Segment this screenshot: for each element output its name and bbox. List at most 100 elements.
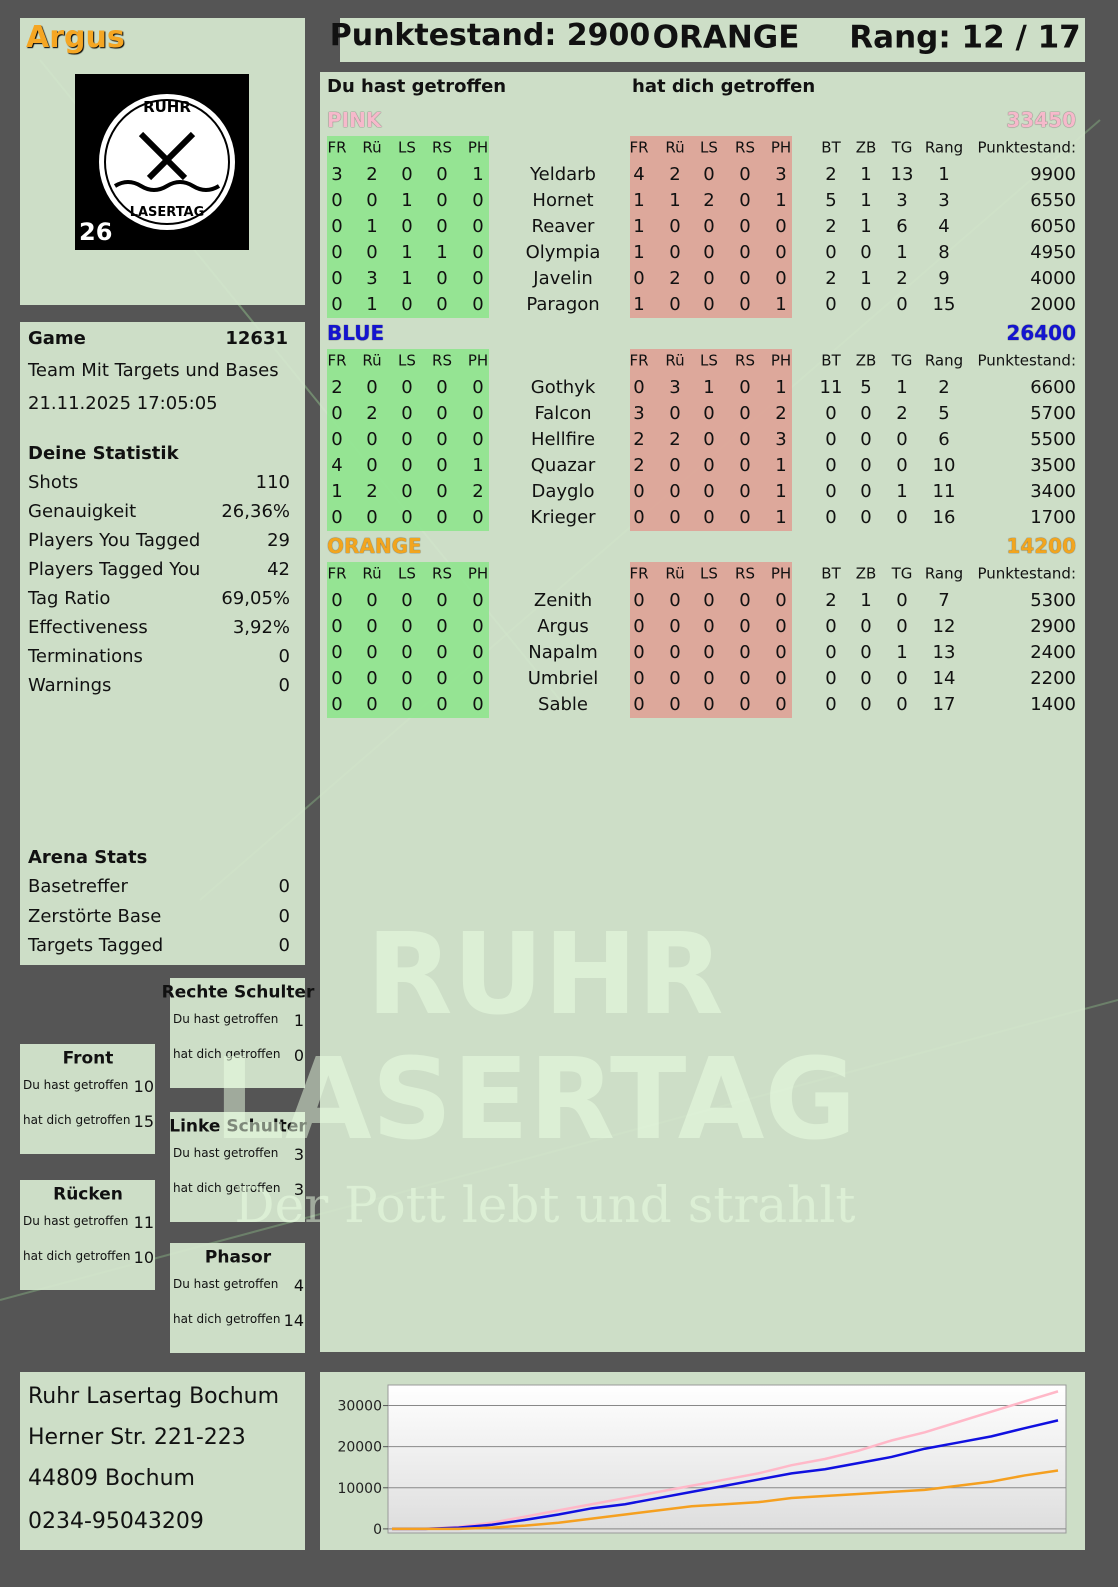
- cell: 0: [401, 616, 413, 637]
- cell: 4: [331, 455, 343, 476]
- hit-given-bg: [327, 562, 489, 718]
- cell: 1: [401, 268, 413, 289]
- cell: 2: [825, 216, 837, 237]
- hit-zone-panel: [20, 1044, 155, 1154]
- cell: 1: [860, 216, 872, 237]
- y-tick-label: 20000: [337, 1440, 382, 1456]
- cell: 2000: [1030, 294, 1076, 315]
- cell: 0: [366, 616, 378, 637]
- cell: 0: [436, 216, 448, 237]
- column-header: PH: [467, 138, 489, 157]
- stat-label: Players You Tagged: [28, 530, 201, 551]
- column-header: Rang: [924, 138, 964, 157]
- cell: 0: [366, 590, 378, 611]
- cell: 0: [703, 616, 715, 637]
- cell: 0: [739, 164, 751, 185]
- cell: 3: [938, 190, 950, 211]
- cell: 7: [938, 590, 950, 611]
- cell: 0: [825, 616, 837, 637]
- player-name: Paragon: [526, 294, 600, 315]
- hit-given-bg: [327, 349, 489, 531]
- zone-title: Front: [62, 1048, 114, 1069]
- cell: 0: [775, 694, 787, 715]
- zone-value: 14: [283, 1311, 304, 1330]
- column-header: RS: [432, 351, 452, 370]
- cell: 0: [633, 616, 645, 637]
- cell: 0: [739, 590, 751, 611]
- cell: 1: [775, 507, 787, 528]
- cell: 2: [472, 481, 484, 502]
- column-header: ZB: [855, 564, 877, 583]
- zone-value: 3: [293, 1180, 304, 1199]
- cell: 0: [739, 268, 751, 289]
- cell: 0: [739, 642, 751, 663]
- line: [392, 1469, 1059, 1531]
- zone-value: 0: [293, 1046, 304, 1065]
- cell: 0: [669, 668, 681, 689]
- stat-label: Tag Ratio: [28, 588, 111, 609]
- cell: 0: [775, 268, 787, 289]
- cell: 2: [366, 481, 378, 502]
- cell: 16: [932, 507, 956, 528]
- cell: 6550: [1030, 190, 1076, 211]
- cell: 0: [366, 377, 378, 398]
- stat-value: 29: [267, 530, 290, 551]
- hit-zone-panel: [170, 1112, 305, 1222]
- cell: 0: [825, 294, 837, 315]
- cell: 0: [401, 429, 413, 450]
- zone-value: 15: [133, 1112, 154, 1131]
- zone-label: hat dich getroffen: [23, 1249, 131, 1263]
- cell: 0: [860, 242, 872, 263]
- player-name: Napalm: [528, 642, 598, 663]
- cell: 2: [366, 403, 378, 424]
- player-name: Hornet: [532, 190, 594, 211]
- stat-label: Basetreffer: [28, 876, 128, 897]
- stat-label: Shots: [28, 472, 79, 493]
- cell: 1: [366, 294, 378, 315]
- cell: 0: [669, 455, 681, 476]
- cell: 0: [436, 616, 448, 637]
- cell: 0: [825, 668, 837, 689]
- hit-given-bg: [327, 136, 489, 318]
- cell: 9: [938, 268, 950, 289]
- hit-zone-panel: [170, 1243, 305, 1353]
- zone-title: Phasor: [204, 1247, 272, 1268]
- cell: 0: [331, 294, 343, 315]
- cell: 2: [825, 268, 837, 289]
- cell: 1: [436, 242, 448, 263]
- stat-label: Terminations: [28, 646, 143, 667]
- cell: 3: [775, 164, 787, 185]
- cell: 2900: [1030, 616, 1076, 637]
- player-name: Zenith: [533, 590, 593, 611]
- cell: 0: [436, 455, 448, 476]
- cell: 0: [669, 694, 681, 715]
- column-header: PH: [770, 351, 792, 370]
- player-name: Falcon: [534, 403, 592, 424]
- team-score: 14200: [1006, 534, 1076, 558]
- cell: 6600: [1030, 377, 1076, 398]
- zone-value: 11: [133, 1213, 154, 1232]
- cell: 0: [472, 616, 484, 637]
- cell: 0: [472, 590, 484, 611]
- cell: 3: [366, 268, 378, 289]
- cell: 0: [703, 668, 715, 689]
- stat-value: 42: [267, 559, 290, 580]
- cell: 2400: [1030, 642, 1076, 663]
- zone-value: 10: [133, 1248, 154, 1267]
- cell: 0: [669, 216, 681, 237]
- cell: 0: [860, 429, 872, 450]
- stats-panel: [20, 322, 305, 965]
- section-title: Arena Stats: [28, 847, 148, 868]
- cell: 1: [896, 481, 908, 502]
- cell: 0: [703, 455, 715, 476]
- cell: 0: [669, 590, 681, 611]
- cell: 0: [669, 403, 681, 424]
- cell: 0: [860, 616, 872, 637]
- column-header: Rang: [924, 351, 964, 370]
- cell: 0: [401, 377, 413, 398]
- cell: 1: [669, 190, 681, 211]
- stat-label: Zerstörte Base: [28, 905, 162, 927]
- cell: 0: [896, 616, 908, 637]
- cell: 0: [472, 429, 484, 450]
- column-header: Rü: [665, 351, 685, 370]
